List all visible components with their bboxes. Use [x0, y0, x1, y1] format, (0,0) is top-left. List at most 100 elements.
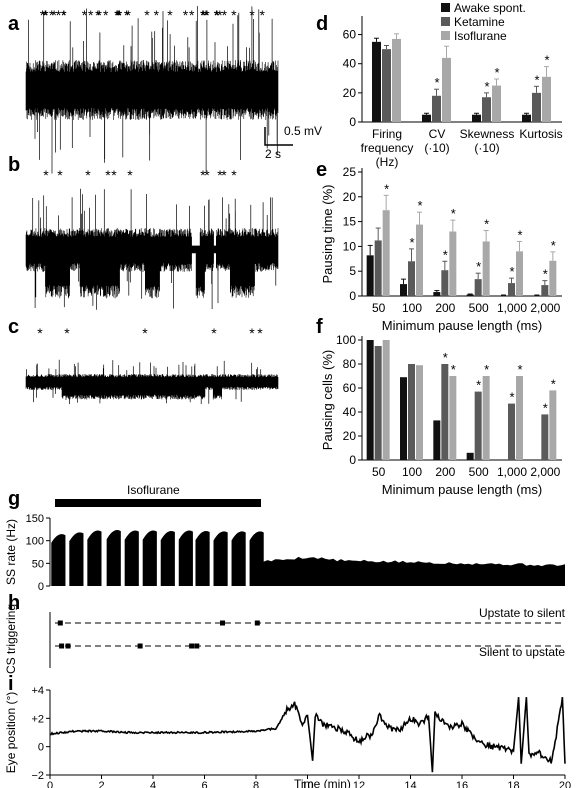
bar	[408, 364, 415, 460]
y-tick-label: 60	[343, 381, 357, 395]
isoflurane-bar-label: Isoflurane	[127, 483, 180, 497]
y-tick-label: 20	[343, 190, 357, 204]
spike-star: *	[214, 7, 220, 23]
panel-label-d: d	[316, 13, 328, 35]
spike-star: *	[204, 167, 210, 183]
panel-label-g: g	[8, 488, 20, 510]
category-label: (·10)	[424, 141, 449, 155]
spike-star: *	[64, 325, 70, 341]
significance-star: *	[544, 53, 549, 68]
x-tick-label: 8	[253, 780, 259, 788]
spike-star: *	[43, 7, 49, 23]
y-axis-label: Pausing cells (%)	[320, 350, 335, 450]
bar	[516, 376, 523, 460]
rate-burst	[69, 532, 84, 586]
y-tick-label: 100	[336, 333, 356, 347]
spike-star: *	[154, 7, 160, 23]
scale-bar: 0.5 mV 2 s	[264, 124, 322, 161]
y-tick-label: 5	[349, 264, 356, 278]
spike-star: *	[42, 7, 48, 23]
significance-star: *	[409, 235, 414, 250]
bar	[441, 270, 449, 296]
bar	[466, 294, 474, 296]
spike-star: *	[57, 167, 63, 183]
y-tick-label: 25	[343, 165, 357, 179]
spike-star: *	[51, 7, 57, 23]
spike-star: *	[189, 7, 195, 23]
bar	[382, 210, 390, 296]
x-axis-label: Minimum pause length (ms)	[382, 318, 542, 333]
category-label: 1,000	[497, 465, 527, 479]
rate-burst	[124, 530, 139, 586]
significance-star: *	[434, 75, 439, 90]
trace-a: *** *** ** * * ** * ***** ** * * * * * **** *** * * * *	[25, 6, 279, 174]
significance-star: *	[551, 238, 556, 253]
spike-star: *	[124, 7, 130, 23]
category-label: Skewness	[460, 127, 515, 141]
panel-label-a: a	[8, 13, 20, 35]
bar	[522, 114, 531, 122]
bar	[400, 377, 407, 460]
bar	[549, 390, 557, 460]
bar	[416, 365, 423, 460]
h-lower-label: Silent to upstate	[479, 645, 565, 659]
y-tick-label: −2	[31, 770, 44, 782]
rate-burst	[195, 530, 210, 586]
y-tick-label: 40	[343, 57, 357, 71]
trace-signal	[25, 228, 279, 299]
spike-star: *	[61, 7, 67, 23]
isoflurane-bar	[55, 499, 261, 507]
spike-star: *	[200, 7, 206, 23]
bar	[508, 403, 515, 460]
bar	[432, 95, 441, 122]
rate-burst	[106, 530, 121, 586]
cs-marker	[65, 643, 71, 649]
significance-star: *	[484, 217, 489, 232]
y-tick-label: 40	[343, 405, 357, 419]
category-label: 200	[435, 301, 455, 315]
chart-g: 0 50 100 150 SS rate (Hz)	[4, 513, 565, 593]
significance-star: *	[509, 264, 514, 279]
bar	[541, 414, 549, 460]
x-tick-label: 14	[404, 780, 416, 788]
significance-star: *	[543, 267, 548, 282]
y-tick-label: 0	[38, 742, 44, 754]
spike-star: *	[142, 325, 148, 341]
trace-spikes	[26, 359, 262, 405]
spike-star: *	[249, 7, 255, 23]
trace-spikes	[28, 6, 278, 174]
bar	[532, 92, 541, 122]
y-tick-label: 60	[343, 28, 357, 42]
h-upper-label: Upstate to silent	[479, 606, 566, 620]
spike-star: *	[115, 7, 121, 23]
spike-star: *	[260, 7, 266, 23]
significance-star: *	[417, 198, 422, 213]
spike-star: *	[85, 167, 91, 183]
significance-star: *	[517, 362, 522, 377]
spike-star: *	[43, 167, 49, 183]
spike-star: *	[231, 7, 237, 23]
isoflurane-bar-group: Isoflurane	[55, 483, 261, 507]
chart-h: CS triggering	[4, 604, 565, 674]
spike-star: *	[117, 7, 123, 23]
rate-burst	[231, 531, 246, 586]
bar	[549, 260, 557, 296]
bar	[366, 255, 374, 296]
significance-star: *	[551, 376, 556, 391]
significance-star: *	[451, 362, 456, 377]
y-axis-label: CS triggering	[4, 604, 18, 674]
spike-star: *	[105, 167, 111, 183]
bar	[449, 376, 457, 460]
category-label: 200	[435, 465, 455, 479]
category-label: 50	[372, 465, 386, 479]
category-label: (·10)	[474, 141, 499, 155]
significance-star: *	[443, 247, 448, 262]
cs-marker	[254, 620, 260, 626]
rate-burst	[142, 530, 157, 586]
bar	[508, 283, 515, 296]
bar	[449, 231, 457, 296]
spike-star: *	[167, 7, 173, 23]
